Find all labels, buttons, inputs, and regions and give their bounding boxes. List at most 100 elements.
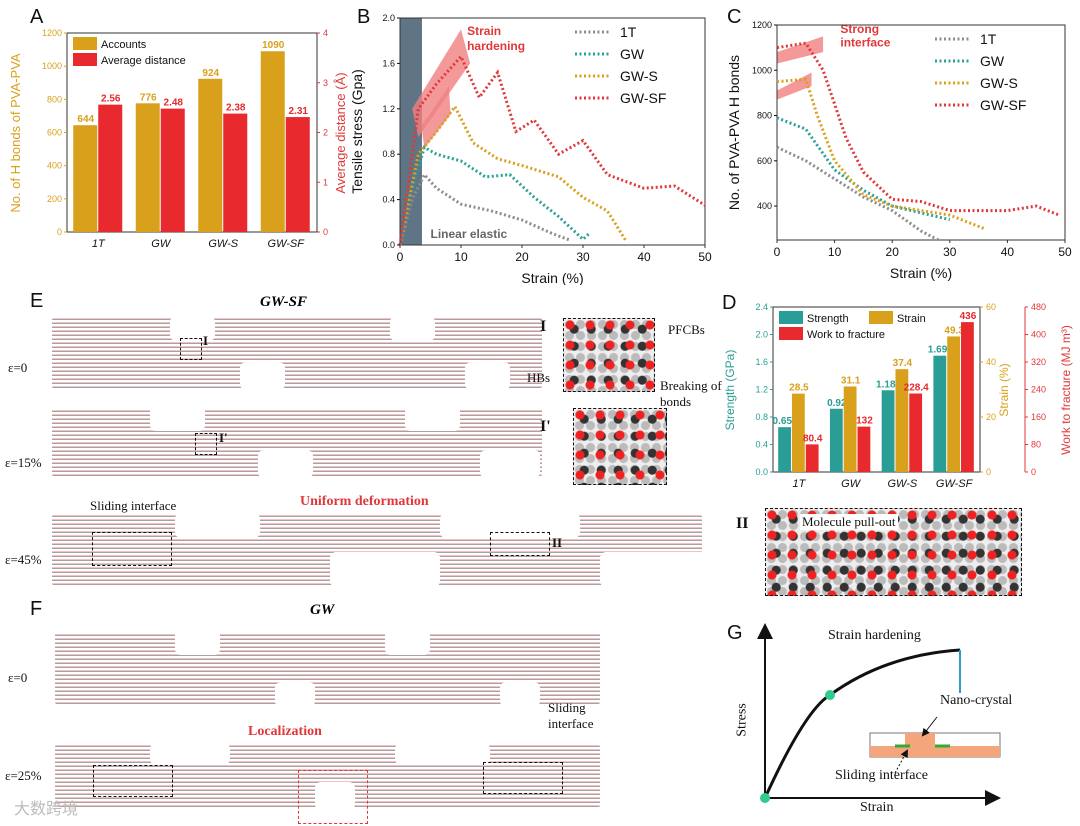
bar-value-label: 37.4 [893,358,913,369]
y-axis-tick-label: 0.4 [382,195,395,205]
panel-label-f: F [30,598,43,620]
category-label: 1T [92,238,106,250]
legend-label: 1T [980,31,997,47]
y3-axis-title: Work to fracture (MJ m³) [1059,325,1073,455]
bar-value-label: 1090 [262,40,285,51]
y2-axis-tick-label: 4 [323,28,328,38]
x-tick-label: 10 [454,250,468,264]
x-tick-label: 20 [515,250,529,264]
inset-i [563,318,655,392]
sliding-box [93,765,173,797]
legend-label: Average distance [101,55,186,67]
y-axis-tick-label: 2.0 [382,13,395,23]
y2-axis-tick-label: 0 [323,227,328,237]
localization-box [298,770,368,824]
y-axis-tick-label: 0.8 [755,412,768,422]
y2-axis-tick-label: 2 [323,128,328,138]
sliding-interface-label: Sliding interface [90,498,177,513]
legend-label: GW-S [620,68,658,84]
pull-out-label: Molecule pull-out [800,514,898,530]
series-1t [398,171,572,246]
legend-label: Strain [897,313,926,325]
bar-work-to-fracture [805,444,819,472]
panel-label-b: B [357,6,371,28]
sliding-box [92,532,172,566]
legend-swatch [73,37,97,50]
strain-hardening-band [421,86,451,149]
strain-hardening-annotation: Strain [467,24,501,38]
plot-frame [399,17,706,246]
category-label: GW-SF [936,478,974,490]
bar-value-label: 1.189 [876,379,901,390]
y-axis-tick-label: 400 [47,161,62,171]
x-tick-label: 40 [1001,245,1015,259]
legend-label: Strength [807,313,849,325]
legend-label: Work to fracture [807,329,885,341]
y-axis-tick-label: 800 [757,111,772,121]
y2-axis-title: Average distance (Å) [333,72,348,193]
bar-value-label: 924 [202,68,219,79]
inset-ii-label: II [736,515,749,532]
y2-axis-tick-label: 20 [986,412,996,422]
chart-a-hbonds: 644 776 924 1090 2.56 2.48 2.38 2.31 1T GW GW-S GW-… [8,28,348,250]
bar-work-to-fracture [961,322,974,472]
bar-value-label: 0.652 [773,416,798,427]
y-axis-tick-label: 1000 [752,65,772,75]
bar-value-label: 28.5 [789,383,809,394]
y2-axis-tick-label: 40 [986,357,996,367]
series-gw [398,145,591,246]
watermark: 大数跨境 [14,801,79,818]
stress-axis-label: Stress [734,703,750,737]
y-axis-tick-label: 0.4 [755,440,768,450]
md-snapshot-e-0 [52,318,542,388]
bar-value-label: 228.4 [904,382,929,393]
bar-value-label: 49.3 [944,325,964,336]
strain-axis-label: Strain [860,800,894,815]
y2-axis-tick-label: 1 [323,177,328,187]
legend-label: Accounts [101,39,147,51]
bar-value-label: 776 [140,92,157,103]
mark-i: I [203,333,209,348]
strong-interface-annotation: Strong [840,22,879,36]
uniform-deformation-label: Uniform deformation [300,494,429,509]
region-ii-box [490,532,550,556]
hbs-label: HBs [527,370,551,385]
y2-axis-title: Strain (%) [997,363,1011,416]
eps-label: ε=25% [5,768,42,783]
bar-accounts [73,125,98,232]
x-tick-label: 50 [698,250,712,264]
bar-value-label: 436 [960,311,977,322]
y-axis-title: Strength (GPa) [723,350,737,431]
y2-axis-tick-label: 0 [986,467,991,477]
strong-interface-band [777,72,812,100]
chart-d-mechanical: 0.652 0.92 1.189 1.692 28.5 31.1 37.4 49.3 80.4 1… [723,302,1073,490]
bar-value-label: 2.31 [289,106,309,117]
sliding-interface-label: Sliding interface [548,700,594,731]
y2-axis-tick-label: 60 [986,302,996,312]
legend-label: GW-SF [620,90,666,106]
x-tick-label: 50 [1058,245,1072,259]
nano-crystal-label: Nano-crystal [940,693,1013,708]
bar-strain [895,369,909,472]
y-axis-tick-label: 2.4 [755,302,768,312]
bar-work-to-fracture [857,426,871,472]
y-axis-title: No. of H bonds of PVA-PVA [8,53,23,213]
y-axis-tick-label: 0 [57,227,62,237]
bar-value-label: 644 [77,114,94,125]
bar-accounts [135,103,160,233]
y3-axis-tick-label: 0 [1031,467,1036,477]
sliding-interface-label: Sliding interface [835,768,928,783]
x-tick-label: 0 [397,250,404,264]
y-axis-tick-label: 1200 [752,20,772,30]
category-label: GW [151,238,172,250]
schematic-g [757,623,1001,806]
y3-axis-tick-label: 160 [1031,412,1046,422]
bar-strain [947,336,961,472]
bar-value-label: 0.92 [827,398,847,409]
category-label: 1T [792,478,806,490]
bar-strain [791,393,805,472]
y3-axis-tick-label: 80 [1031,440,1041,450]
strain-hardening-annotation: hardening [467,39,525,53]
series-gw-sf [776,41,1060,217]
